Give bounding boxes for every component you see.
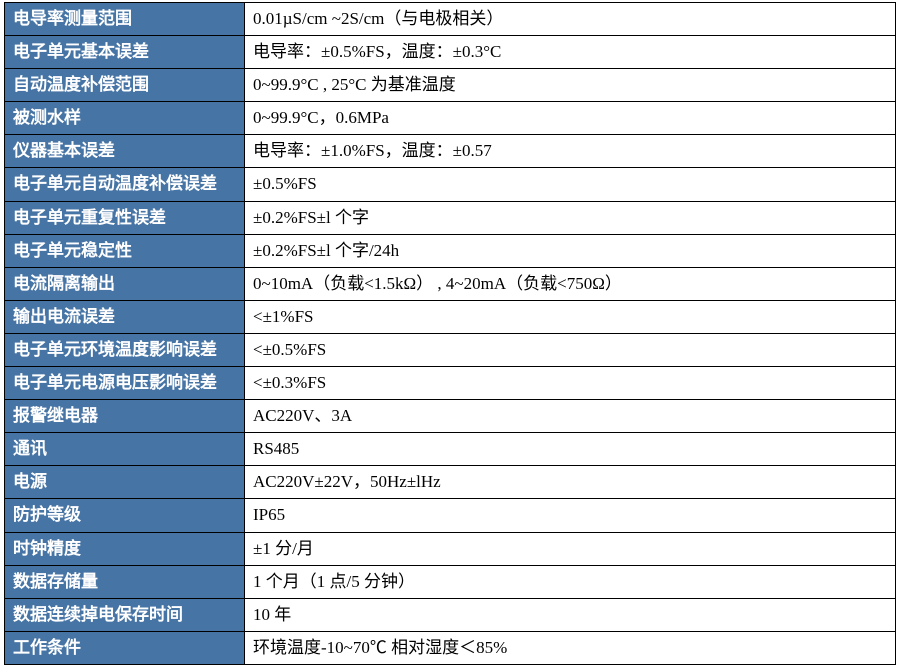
spec-value: <±0.5%FS <box>245 333 896 366</box>
table-row: 时钟精度±1 分/月 <box>5 532 896 565</box>
spec-label: 电子单元基本误差 <box>5 36 245 69</box>
spec-label: 电子单元自动温度补偿误差 <box>5 168 245 201</box>
table-row: 自动温度补偿范围0~99.9°C , 25°C 为基准温度 <box>5 69 896 102</box>
table-row: 电子单元自动温度补偿误差±0.5%FS <box>5 168 896 201</box>
table-row: 电子单元稳定性±0.2%FS±l 个字/24h <box>5 234 896 267</box>
spec-value: 0~99.9°C , 25°C 为基准温度 <box>245 69 896 102</box>
spec-label: 电子单元环境温度影响误差 <box>5 333 245 366</box>
spec-label: 数据存储量 <box>5 565 245 598</box>
spec-table: 电导率测量范围0.01µS/cm ~2S/cm（与电极相关）电子单元基本误差电导… <box>4 2 896 665</box>
spec-label: 被测水样 <box>5 102 245 135</box>
table-row: 输出电流误差<±1%FS <box>5 300 896 333</box>
spec-label: 电源 <box>5 466 245 499</box>
spec-label: 输出电流误差 <box>5 300 245 333</box>
spec-table-body: 电导率测量范围0.01µS/cm ~2S/cm（与电极相关）电子单元基本误差电导… <box>5 3 896 665</box>
spec-value: 电导率：±0.5%FS，温度：±0.3°C <box>245 36 896 69</box>
table-row: 电子单元电源电压影响误差<±0.3%FS <box>5 367 896 400</box>
spec-value: 10 年 <box>245 598 896 631</box>
spec-value: <±0.3%FS <box>245 367 896 400</box>
table-row: 电导率测量范围0.01µS/cm ~2S/cm（与电极相关） <box>5 3 896 36</box>
spec-label: 电子单元重复性误差 <box>5 201 245 234</box>
spec-label: 报警继电器 <box>5 400 245 433</box>
spec-value: 电导率：±1.0%FS，温度：±0.57 <box>245 135 896 168</box>
table-row: 仪器基本误差电导率：±1.0%FS，温度：±0.57 <box>5 135 896 168</box>
spec-value: ±1 分/月 <box>245 532 896 565</box>
table-row: 数据连续掉电保存时间10 年 <box>5 598 896 631</box>
spec-value: ±0.2%FS±l 个字/24h <box>245 234 896 267</box>
spec-label: 时钟精度 <box>5 532 245 565</box>
spec-label: 电子单元电源电压影响误差 <box>5 367 245 400</box>
spec-value: AC220V、3A <box>245 400 896 433</box>
spec-value: 0~99.9°C，0.6MPa <box>245 102 896 135</box>
spec-value: AC220V±22V，50Hz±lHz <box>245 466 896 499</box>
spec-value: 0~10mA（负载<1.5kΩ） , 4~20mA（负载<750Ω） <box>245 267 896 300</box>
spec-value: IP65 <box>245 499 896 532</box>
spec-label: 自动温度补偿范围 <box>5 69 245 102</box>
table-row: 被测水样0~99.9°C，0.6MPa <box>5 102 896 135</box>
spec-label: 数据连续掉电保存时间 <box>5 598 245 631</box>
table-row: 电子单元重复性误差±0.2%FS±l 个字 <box>5 201 896 234</box>
spec-label: 仪器基本误差 <box>5 135 245 168</box>
table-row: 通讯RS485 <box>5 433 896 466</box>
spec-label: 电流隔离输出 <box>5 267 245 300</box>
spec-value: RS485 <box>245 433 896 466</box>
spec-label: 电子单元稳定性 <box>5 234 245 267</box>
table-row: 电源AC220V±22V，50Hz±lHz <box>5 466 896 499</box>
spec-value: 环境温度-10~70℃ 相对湿度＜85% <box>245 631 896 664</box>
spec-label: 防护等级 <box>5 499 245 532</box>
spec-value: ±0.2%FS±l 个字 <box>245 201 896 234</box>
spec-value: ±0.5%FS <box>245 168 896 201</box>
spec-label: 电导率测量范围 <box>5 3 245 36</box>
table-row: 电流隔离输出0~10mA（负载<1.5kΩ） , 4~20mA（负载<750Ω） <box>5 267 896 300</box>
spec-label: 工作条件 <box>5 631 245 664</box>
table-row: 防护等级IP65 <box>5 499 896 532</box>
table-row: 电子单元环境温度影响误差<±0.5%FS <box>5 333 896 366</box>
table-row: 工作条件环境温度-10~70℃ 相对湿度＜85% <box>5 631 896 664</box>
table-row: 数据存储量1 个月（1 点/5 分钟） <box>5 565 896 598</box>
spec-value: 0.01µS/cm ~2S/cm（与电极相关） <box>245 3 896 36</box>
spec-value: 1 个月（1 点/5 分钟） <box>245 565 896 598</box>
table-row: 报警继电器AC220V、3A <box>5 400 896 433</box>
spec-value: <±1%FS <box>245 300 896 333</box>
table-row: 电子单元基本误差电导率：±0.5%FS，温度：±0.3°C <box>5 36 896 69</box>
spec-label: 通讯 <box>5 433 245 466</box>
